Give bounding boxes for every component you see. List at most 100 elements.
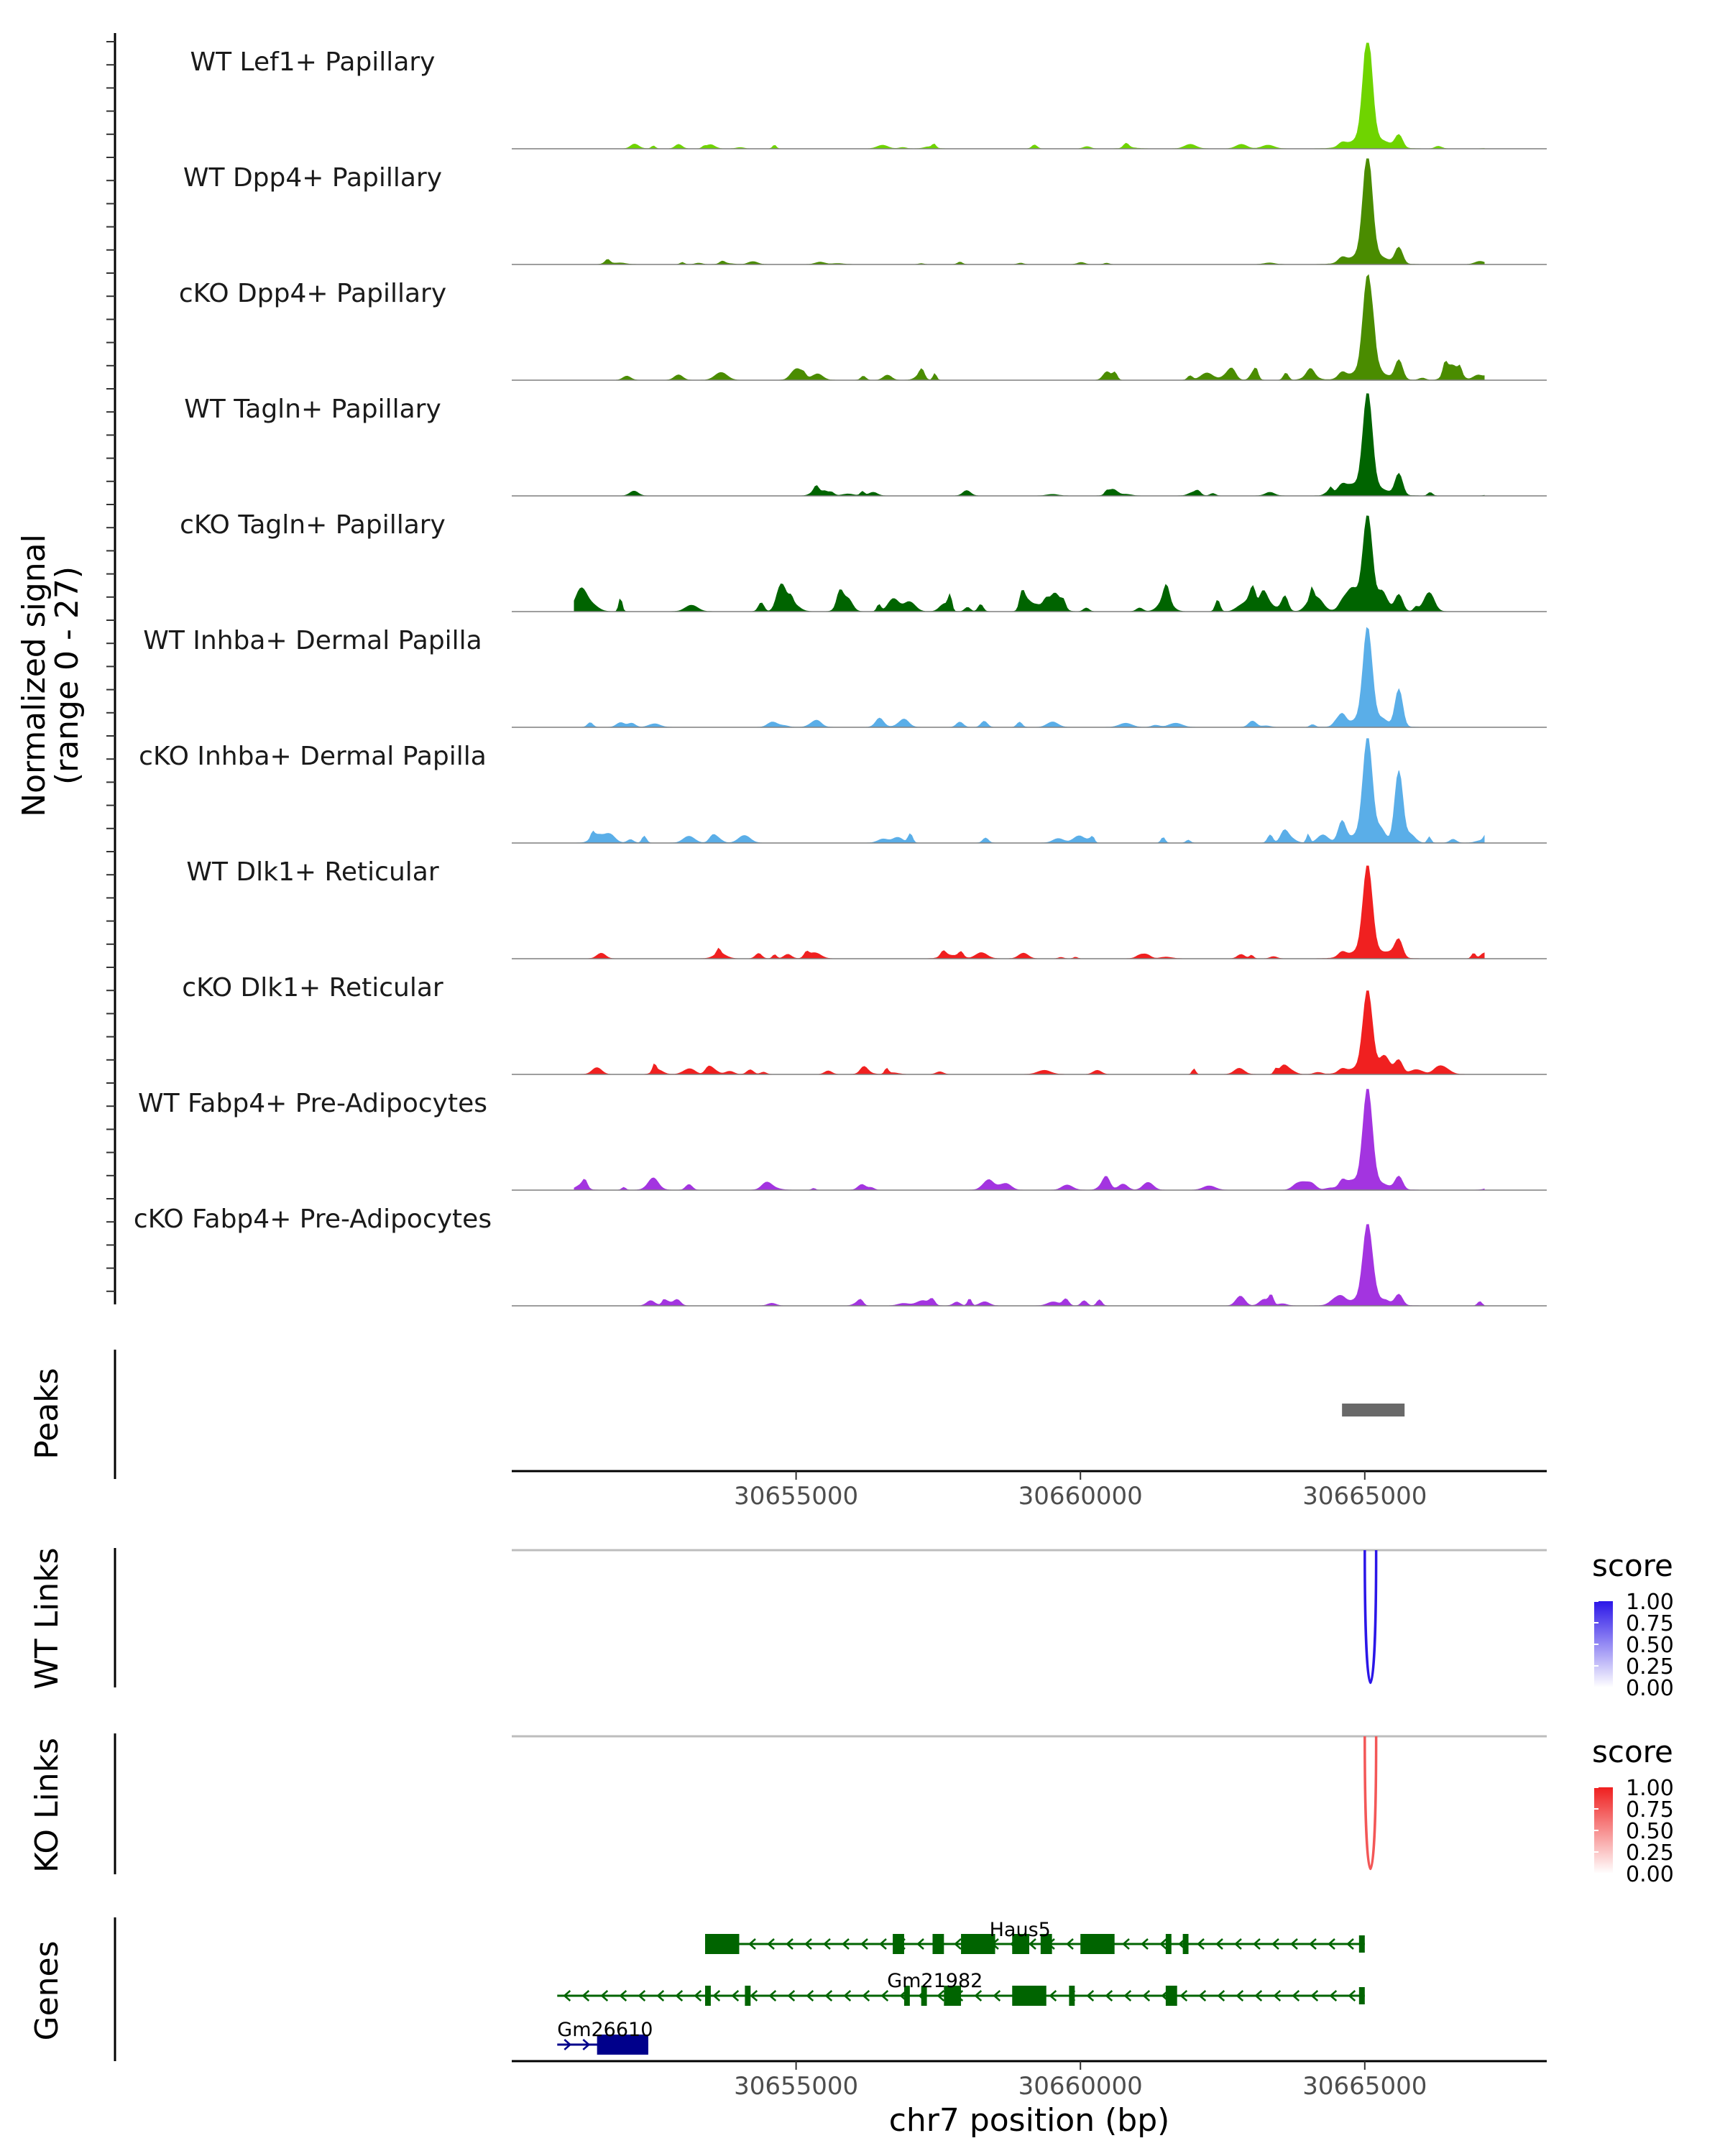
gene-exon [893, 1934, 904, 1954]
link-arc [1363, 1549, 1378, 1684]
strand-arrow [786, 1938, 794, 1950]
x-tick-label: 30660000 [1018, 1482, 1143, 1511]
gene-model: Gm21982 [557, 1970, 1365, 2006]
legend-tick-label: 0.50 [1626, 1819, 1674, 1844]
coverage-track: WT Dlk1+ Reticular [186, 857, 1547, 959]
strand-arrow [823, 1938, 831, 1950]
gene-exon [921, 1986, 927, 2006]
strand-arrow [1234, 1938, 1242, 1950]
strand-arrow [1309, 1938, 1317, 1950]
gene-exon [1165, 1986, 1177, 2006]
coverage-track-label: cKO Dlk1+ Reticular [182, 973, 443, 1003]
coverage-track: cKO Dpp4+ Papillary [179, 274, 1547, 381]
coverage-track: cKO Inhba+ Dermal Papilla [139, 738, 1547, 844]
coverage-track: WT Lef1+ Papillary [190, 42, 1547, 149]
coverage-track-label: WT Dlk1+ Reticular [186, 857, 438, 887]
strand-arrow [1066, 1938, 1074, 1950]
legend-tick-label: 0.00 [1626, 1862, 1674, 1887]
coverage-track-label: WT Dpp4+ Papillary [183, 163, 442, 193]
legend-tick-label: 0.25 [1626, 1654, 1674, 1680]
strand-arrow [638, 1990, 646, 2001]
gene-label: Haus5 [990, 1919, 1051, 1941]
coverage-y-label-line2: (range 0 - 27) [49, 566, 86, 785]
coverage-track-label: cKO Inhba+ Dermal Papilla [139, 742, 487, 771]
peaks-track-title: Peaks [29, 1368, 65, 1459]
x-tick-label: 30660000 [1018, 2072, 1143, 2101]
strand-arrow [675, 1990, 684, 2001]
strand-arrow [694, 1990, 702, 2001]
strand-arrow [619, 1990, 627, 2001]
gene-exon [961, 1934, 995, 1954]
strand-arrow [1271, 1938, 1279, 1950]
strand-arrow [582, 2039, 591, 2050]
strand-arrow [880, 1990, 889, 2001]
wt-links-track [512, 1549, 1547, 1684]
strand-arrow [1197, 1938, 1205, 1950]
wt-links-legend: score 1.000.750.500.250.00 [1592, 1548, 1674, 1701]
gene-exon [1069, 1986, 1075, 2006]
link-arc [1363, 1736, 1378, 1870]
x-tick-label: 30655000 [734, 1482, 858, 1511]
coverage-track: WT Tagln+ Papillary [184, 393, 1547, 497]
ko-links-track-title: KO Links [29, 1738, 65, 1873]
strand-arrow [1217, 1990, 1225, 2001]
gene-exon [1080, 1934, 1115, 1954]
strand-arrow [842, 1938, 850, 1950]
strand-arrow [1253, 1938, 1261, 1950]
wt-legend-title: score [1592, 1548, 1673, 1583]
legend-tick-label: 1.00 [1626, 1590, 1674, 1615]
strand-arrow [1179, 1990, 1188, 2001]
strand-arrow [1029, 1938, 1036, 1950]
coverage-track: WT Dpp4+ Papillary [183, 158, 1547, 265]
gene-exon [1040, 1934, 1052, 1954]
strand-arrow [1310, 1990, 1319, 2001]
peaks-track [1342, 1404, 1405, 1416]
gene-end-exon [642, 2036, 648, 2053]
strand-arrow [768, 1990, 777, 2001]
strand-arrow [1348, 1990, 1356, 2001]
strand-arrow [787, 1990, 796, 2001]
legend-tick-label: 0.25 [1626, 1841, 1674, 1866]
genes-track: Haus5 Gm21982 Gm26610 [557, 1919, 1365, 2055]
wt-links-track-title: WT Links [29, 1547, 65, 1689]
strand-arrow [1142, 1990, 1151, 2001]
gene-exon [944, 1986, 962, 2006]
coverage-track-label: cKO Fabp4+ Pre-Adipocytes [134, 1204, 492, 1234]
strand-arrow [806, 1990, 814, 2001]
x-axis-bottom: 30655000 30660000 30665000 [512, 2060, 1547, 2101]
gene-exon [745, 1986, 751, 2006]
coverage-track: WT Inhba+ Dermal Papilla [143, 626, 1547, 728]
ko-links-track [512, 1735, 1547, 1870]
strand-arrow [731, 1990, 740, 2001]
strand-arrow [1049, 1990, 1057, 2001]
coverage-y-label-line1: Normalized signal [16, 534, 52, 817]
coverage-track: cKO Fabp4+ Pre-Adipocytes [134, 1204, 1547, 1307]
strand-arrow [1346, 1938, 1354, 1950]
coverage-tracks: WT Lef1+ Papillary WT Dpp4+ Papillary cKO … [134, 42, 1547, 1307]
legend-tick-label: 0.75 [1626, 1797, 1674, 1823]
strand-arrow [879, 1938, 887, 1950]
x-tick-label: 30655000 [734, 2072, 858, 2101]
gene-exon [1012, 1934, 1029, 1954]
strand-arrow [1292, 1990, 1300, 2001]
coverage-y-axis [106, 33, 116, 1304]
strand-arrow [748, 1938, 756, 1950]
peak-region [1342, 1404, 1405, 1416]
strand-arrow [564, 2039, 572, 2050]
gene-exon [1012, 1986, 1046, 2006]
strand-arrow [824, 1990, 833, 2001]
gene-label: Gm21982 [887, 1970, 983, 1992]
coverage-track-label: WT Inhba+ Dermal Papilla [143, 626, 482, 655]
strand-arrow [1086, 1990, 1095, 2001]
strand-arrow [843, 1990, 852, 2001]
gene-end-exon [1358, 1987, 1365, 2004]
strand-arrow [1254, 1990, 1263, 2001]
ko-legend-title: score [1592, 1734, 1673, 1769]
x-tick-label: 30665000 [1302, 2072, 1427, 2101]
strand-arrow [656, 1990, 665, 2001]
strand-arrow [1329, 1990, 1338, 2001]
strand-arrow [804, 1938, 812, 1950]
strand-arrow [750, 1990, 758, 2001]
coverage-area [574, 865, 1485, 959]
